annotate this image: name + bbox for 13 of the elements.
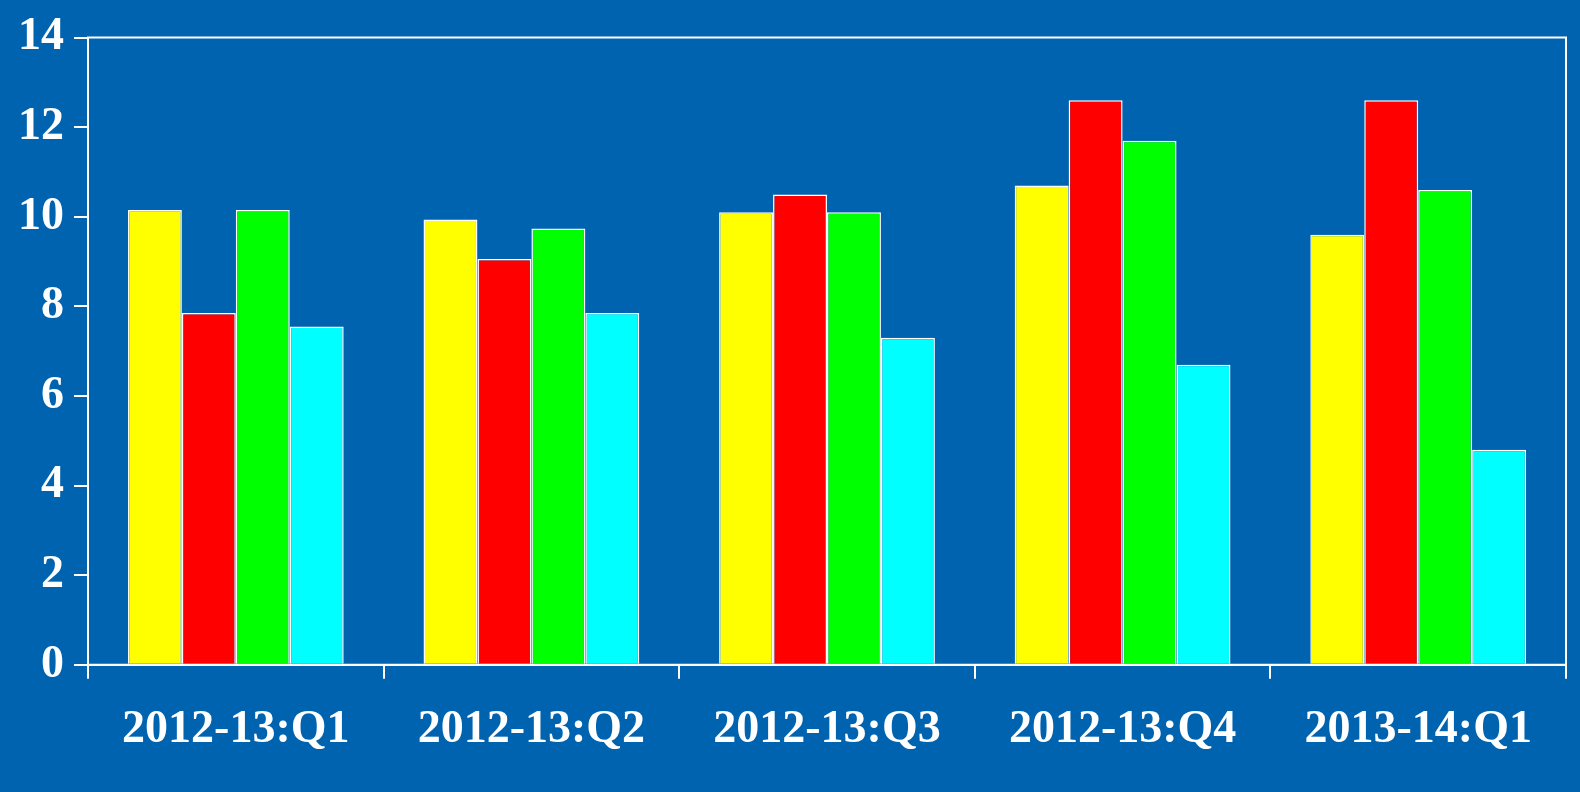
y-tick-label: 0 — [41, 635, 64, 687]
y-tick-label: 12 — [18, 98, 64, 150]
y-tick-label: 8 — [41, 277, 64, 329]
y-tick-label: 14 — [18, 8, 64, 60]
y-tick-label: 10 — [18, 187, 64, 239]
x-tick-label: 2012-13:Q4 — [1008, 701, 1237, 753]
y-tick-label: 6 — [41, 366, 64, 418]
y-tick-label: 2 — [41, 546, 64, 598]
y-tick-label: 4 — [41, 456, 64, 508]
x-tick-label: 2012-13:Q3 — [713, 701, 941, 753]
x-tick-label: 2013-14:Q1 — [1304, 701, 1532, 753]
x-tick-label: 2012-13:Q1 — [122, 701, 350, 753]
x-tick-label: 2012-13:Q2 — [417, 701, 646, 753]
